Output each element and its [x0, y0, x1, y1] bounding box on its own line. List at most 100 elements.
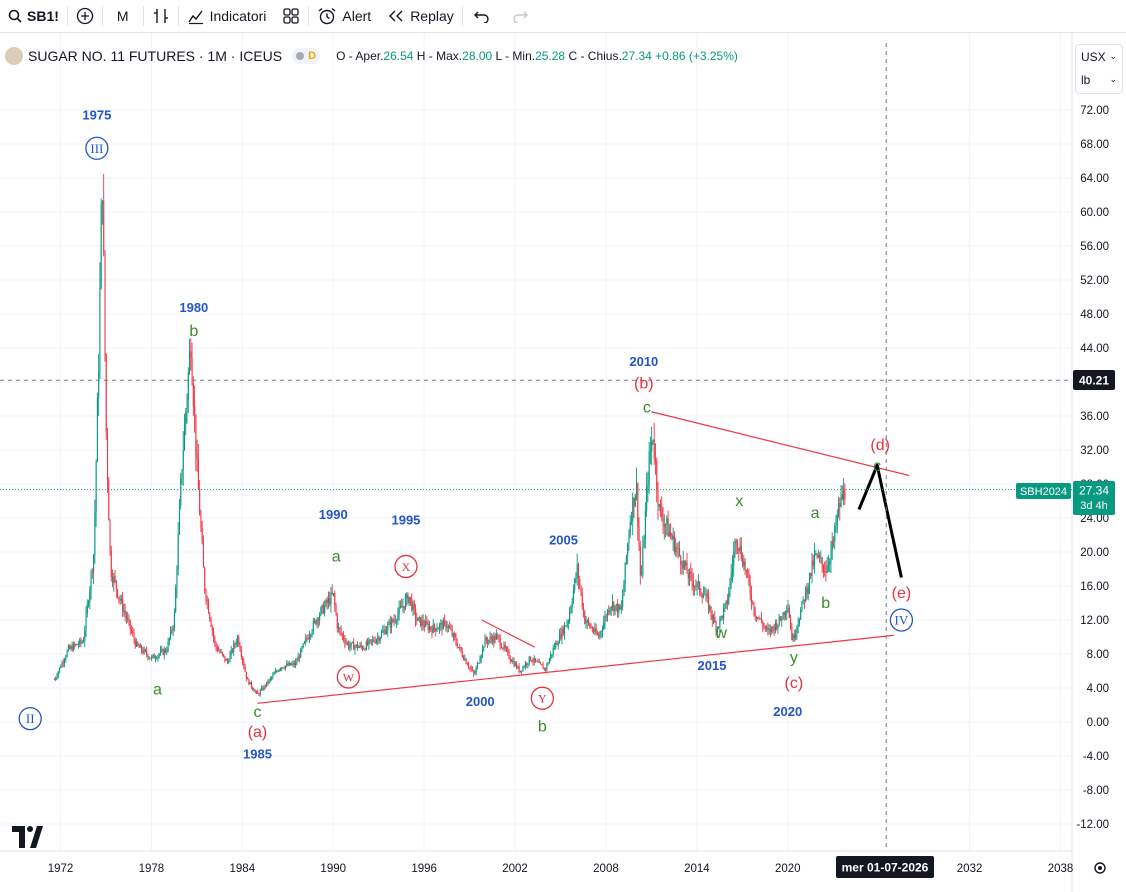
candle-body [382, 631, 384, 633]
candle-body [326, 599, 328, 603]
candle-body [81, 642, 83, 644]
candle-body [367, 641, 369, 645]
wave-label: x [735, 493, 743, 510]
candle-body [168, 638, 170, 642]
candle-body [839, 503, 841, 507]
candle-body [91, 571, 93, 573]
candle-body [156, 658, 158, 660]
candle-body [499, 638, 501, 647]
candle-body [716, 627, 718, 632]
symbol-search-button[interactable]: SB1! [0, 0, 67, 33]
chart-type-button[interactable] [144, 0, 178, 33]
wave-label: y [790, 649, 798, 666]
candle-body [343, 635, 345, 640]
wave-label-circle [889, 608, 914, 632]
candle-body [471, 669, 473, 671]
candle-body [445, 621, 447, 628]
candle-body [70, 646, 72, 649]
candle-body [838, 503, 840, 515]
candle-body [680, 555, 682, 565]
candle-body [287, 663, 289, 666]
wave-label: c [253, 704, 261, 721]
candle-body [787, 607, 789, 611]
candle-body [531, 660, 533, 662]
candle-body [90, 571, 92, 590]
settings-icon[interactable] [1094, 862, 1106, 874]
interval-button[interactable]: M [103, 0, 143, 33]
candle-body [639, 546, 641, 575]
candle-body [743, 561, 745, 567]
y-tick-label: -4.00 [1083, 751, 1109, 763]
candle-body [593, 630, 595, 632]
candle-body [514, 663, 516, 666]
candle-body [138, 645, 140, 648]
wave-label: 1980 [179, 300, 208, 315]
candle-body [600, 631, 602, 633]
candle-body [315, 620, 317, 625]
y-tick-label: 52.00 [1080, 275, 1109, 287]
compare-button[interactable] [68, 0, 102, 33]
layouts-button[interactable] [274, 0, 308, 33]
undo-button[interactable] [463, 0, 501, 33]
candle-body [380, 632, 383, 638]
alarm-clock-icon [317, 7, 337, 25]
candle-body [114, 576, 116, 581]
candle-body [211, 626, 213, 631]
candle-body [562, 628, 564, 634]
candle-body [755, 616, 758, 619]
candle-body [630, 521, 633, 522]
alert-button[interactable]: Alert [309, 0, 379, 33]
candle-body [358, 646, 360, 649]
currency-select[interactable]: USX ⌄ [1076, 45, 1122, 68]
candle-body [710, 606, 712, 615]
candle-body [572, 590, 574, 603]
candle-body [469, 667, 471, 669]
candle-body [665, 524, 667, 526]
candle-body [223, 654, 225, 656]
candle-body [139, 645, 141, 648]
candle-body [160, 650, 162, 654]
candle-body [657, 489, 659, 507]
candle-body [623, 583, 625, 597]
candle-body [840, 494, 842, 507]
candle-body [98, 372, 100, 399]
candle-body [504, 644, 506, 649]
chevron-down-icon: ⌄ [1109, 74, 1117, 84]
candle-body [605, 616, 607, 618]
candle-body [474, 672, 476, 674]
candle-body [312, 621, 314, 632]
replay-button[interactable]: Replay [379, 0, 462, 33]
candle-body [730, 572, 732, 581]
unit-select[interactable]: lb ⌄ [1076, 68, 1122, 91]
candle-body [617, 604, 619, 613]
candle-body [374, 641, 376, 643]
candle-body [581, 593, 583, 608]
unit-selector[interactable]: USX ⌄ lb ⌄ [1075, 44, 1123, 94]
wave-label: b [538, 718, 547, 735]
candle-body [557, 643, 559, 645]
x-tick-label: 2020 [775, 863, 801, 875]
indicators-button[interactable]: Indicatori [179, 0, 275, 33]
candle-body [831, 540, 833, 551]
candle-body [465, 658, 467, 664]
candle-body [817, 555, 819, 558]
redo-button[interactable] [501, 0, 539, 33]
y-tick-label: 60.00 [1080, 207, 1109, 219]
wave-label: W [343, 670, 355, 684]
candle-body [379, 637, 381, 641]
candle-body [797, 623, 799, 628]
candle-body [692, 581, 694, 588]
candle-body [668, 532, 670, 537]
bar-chart-icon [152, 7, 170, 25]
wave-label: b [821, 595, 830, 612]
candle-body [220, 652, 222, 653]
candle-body [764, 626, 766, 629]
candle-body [407, 594, 409, 604]
candle-body [74, 643, 76, 646]
candle-body [714, 616, 716, 623]
candle-body [355, 644, 357, 647]
candle-body [204, 567, 206, 591]
candle-body [242, 656, 244, 661]
candle-body [709, 606, 711, 611]
